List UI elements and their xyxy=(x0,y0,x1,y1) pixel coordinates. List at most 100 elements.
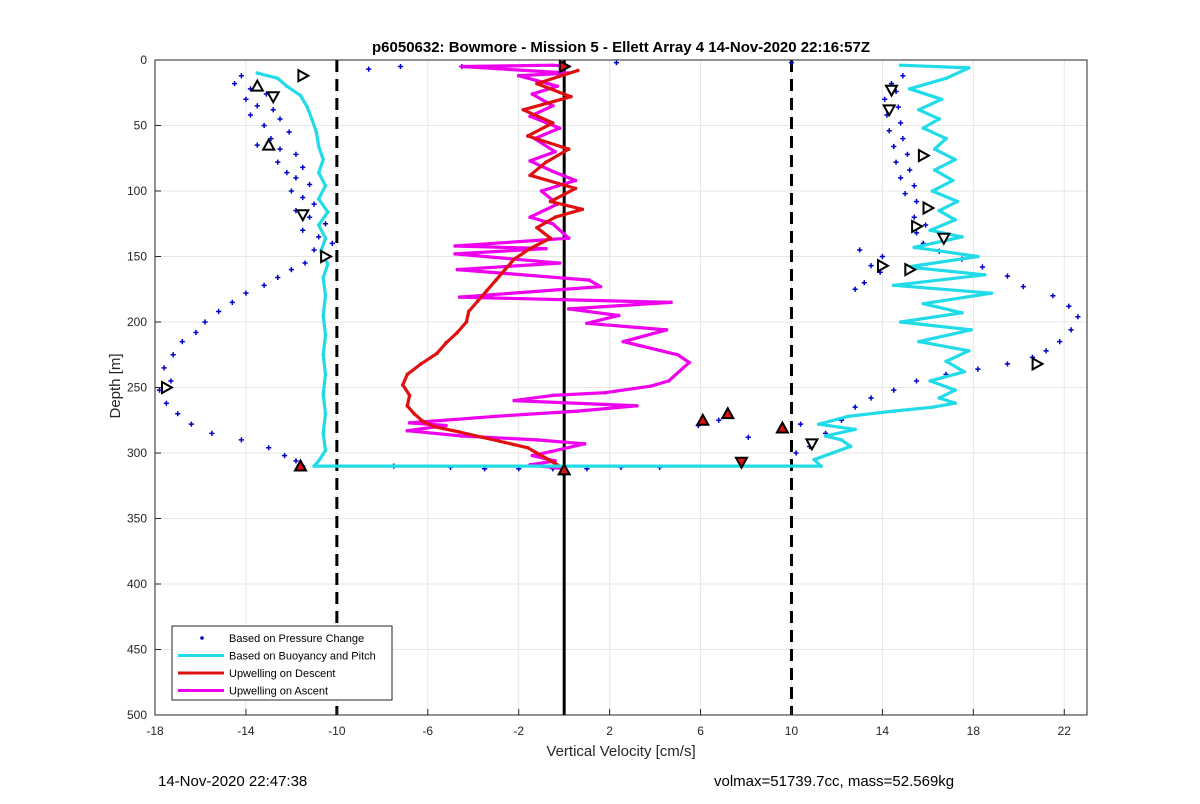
data-point xyxy=(895,104,901,110)
series-vertex xyxy=(551,104,555,108)
data-point xyxy=(613,60,620,66)
series-vertex xyxy=(421,419,426,424)
series-vertex xyxy=(982,273,987,277)
legend-label: Based on Pressure Change xyxy=(229,633,364,645)
y-axis-label: Depth [m] xyxy=(107,353,124,418)
series-vertex xyxy=(464,320,469,324)
data-point xyxy=(306,181,313,188)
series-vertex xyxy=(544,456,548,461)
data-point xyxy=(868,263,874,269)
series-vertex xyxy=(528,246,532,251)
series-vertex xyxy=(953,388,957,392)
data-point xyxy=(898,175,904,181)
data-point xyxy=(170,352,176,358)
series-vertex xyxy=(932,147,937,151)
data-point xyxy=(231,80,238,87)
series-vertex xyxy=(323,294,328,298)
series-vertex xyxy=(407,421,412,425)
x-tick-label: 10 xyxy=(785,724,799,738)
data-point xyxy=(913,378,920,384)
series-vertex xyxy=(816,422,821,426)
series-vertex xyxy=(551,221,555,226)
data-point xyxy=(243,96,249,102)
data-point xyxy=(861,280,867,286)
reference-lines xyxy=(335,60,793,715)
data-point xyxy=(243,290,249,296)
series-vertex xyxy=(444,423,448,428)
legend: Based on Pressure Change Based on Buoyanc… xyxy=(171,625,393,701)
series-vertex xyxy=(846,414,851,419)
series-vertex xyxy=(557,261,562,265)
series-vertex xyxy=(548,236,553,240)
series-vertex xyxy=(635,404,639,408)
series-vertex xyxy=(526,445,530,450)
data-point xyxy=(898,120,904,126)
series-vertex xyxy=(323,411,328,416)
series-vertex xyxy=(432,425,437,429)
series-vertex xyxy=(460,64,464,69)
series-vertex xyxy=(576,68,580,73)
x-tick-label: 22 xyxy=(1058,724,1072,738)
y-tick-label: 50 xyxy=(134,119,148,133)
series-vertex xyxy=(485,288,489,293)
legend-label: Upwelling on Ascent xyxy=(229,686,328,698)
series-vertex xyxy=(526,134,530,138)
series-vertex xyxy=(551,169,555,174)
series-vertex xyxy=(535,438,539,442)
series-vertex xyxy=(955,199,960,204)
data-point xyxy=(1020,284,1026,290)
series-vertex xyxy=(830,451,835,455)
series-vertex xyxy=(512,257,516,261)
data-point xyxy=(879,253,886,260)
series-vertex xyxy=(480,435,485,440)
data-point xyxy=(261,122,267,129)
triangle-marker xyxy=(293,458,308,472)
series-vertex xyxy=(569,94,573,99)
series-vertex xyxy=(928,379,932,383)
series-vertex xyxy=(966,66,971,70)
series-vertex xyxy=(585,321,589,326)
data-point xyxy=(275,274,281,281)
data-point xyxy=(238,73,244,79)
series-vertex xyxy=(521,107,526,112)
series-vertex xyxy=(453,244,457,248)
footer-timestamp: 14-Nov-2020 22:47:38 xyxy=(158,773,308,790)
series-vertex xyxy=(898,63,903,68)
series-vertex xyxy=(603,390,607,395)
series-vertex xyxy=(937,396,942,400)
series-vertex xyxy=(455,330,460,335)
x-tick-label: 18 xyxy=(967,724,981,738)
series-vertex xyxy=(539,189,544,193)
series-vertex xyxy=(316,459,321,463)
series-vertex xyxy=(407,393,412,398)
data-point xyxy=(284,170,290,176)
data-point xyxy=(277,146,283,152)
series-vertex xyxy=(535,451,539,455)
triangle-marker xyxy=(904,262,918,277)
series-vertex xyxy=(687,360,691,365)
series-vertex xyxy=(310,117,314,121)
data-point xyxy=(975,366,981,372)
y-tick-label: 0 xyxy=(140,53,147,67)
series-vertex xyxy=(573,186,578,191)
triangle-marker xyxy=(695,412,710,426)
series-vertex xyxy=(548,449,553,454)
data-point xyxy=(329,240,335,246)
data-point xyxy=(882,96,888,102)
data-point xyxy=(397,63,404,70)
series-vertex xyxy=(823,434,828,438)
series-vertex xyxy=(316,197,321,201)
series-vertex xyxy=(580,207,585,212)
series-vertex xyxy=(305,105,310,109)
series-vertex xyxy=(512,398,516,403)
series-vertex xyxy=(930,189,935,193)
triangle-marker xyxy=(720,406,735,420)
data-point xyxy=(886,128,892,134)
series-vertex xyxy=(566,147,571,151)
legend-swatch xyxy=(200,636,204,640)
x-tick-label: 14 xyxy=(876,724,890,738)
series-vertex xyxy=(573,178,578,183)
data-point xyxy=(293,175,299,181)
triangle-marker xyxy=(911,219,925,234)
triangle-marker xyxy=(320,249,334,264)
